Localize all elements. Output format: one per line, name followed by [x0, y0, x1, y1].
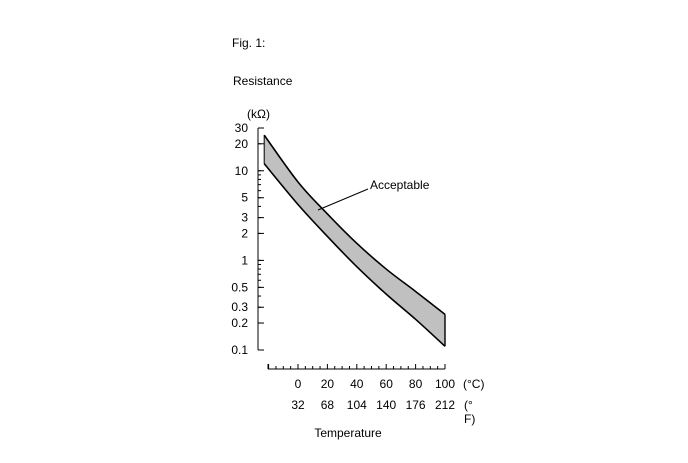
y-tick-label: 5 [241, 191, 248, 205]
x-tick-label-celsius: 0 [295, 377, 302, 391]
y-tick-label: 0.5 [231, 280, 248, 294]
y-tick-label: 0.2 [231, 316, 248, 330]
y-tick-label: 3 [241, 211, 248, 225]
x-tick-label-celsius: 80 [409, 377, 423, 391]
x-tick-label-fahrenheit: 212 [435, 398, 455, 412]
lower-limit-line [263, 163, 446, 347]
x-axis-title: Temperature [314, 426, 382, 440]
x-tick-label-celsius: 40 [350, 377, 364, 391]
x-tick-label-celsius: 60 [380, 377, 394, 391]
band-label: Acceptable [370, 178, 430, 192]
x-tick-label-fahrenheit: 176 [406, 398, 426, 412]
x-tick-label-fahrenheit: 32 [291, 398, 305, 412]
x-tick-label-celsius: 100 [435, 377, 455, 391]
x-axis-unit-celsius: (°C) [463, 377, 484, 391]
y-tick-label: 0.3 [231, 300, 248, 314]
y-axis-unit: (kΩ) [247, 107, 270, 121]
acceptable-band [264, 135, 445, 347]
y-axis-title: Resistance [233, 74, 293, 88]
y-tick-label: 2 [241, 226, 248, 240]
y-tick-label: 0.1 [231, 343, 248, 357]
band-label-leader [317, 188, 369, 211]
x-tick-label-celsius: 20 [321, 377, 335, 391]
x-tick-label-fahrenheit: 140 [376, 398, 396, 412]
x-axis-unit-fahrenheit-line2: F) [464, 412, 475, 426]
x-tick-label-fahrenheit: 104 [347, 398, 367, 412]
x-axis-unit-fahrenheit-line1: (° [464, 398, 473, 412]
y-tick-label: 10 [235, 164, 249, 178]
y-tick-label: 30 [235, 121, 249, 135]
y-tick-label: 20 [235, 137, 249, 151]
figure-caption: Fig. 1: [232, 36, 266, 50]
y-tick-label: 1 [241, 253, 248, 267]
upper-limit-line [263, 134, 446, 315]
x-tick-label-fahrenheit: 68 [321, 398, 335, 412]
